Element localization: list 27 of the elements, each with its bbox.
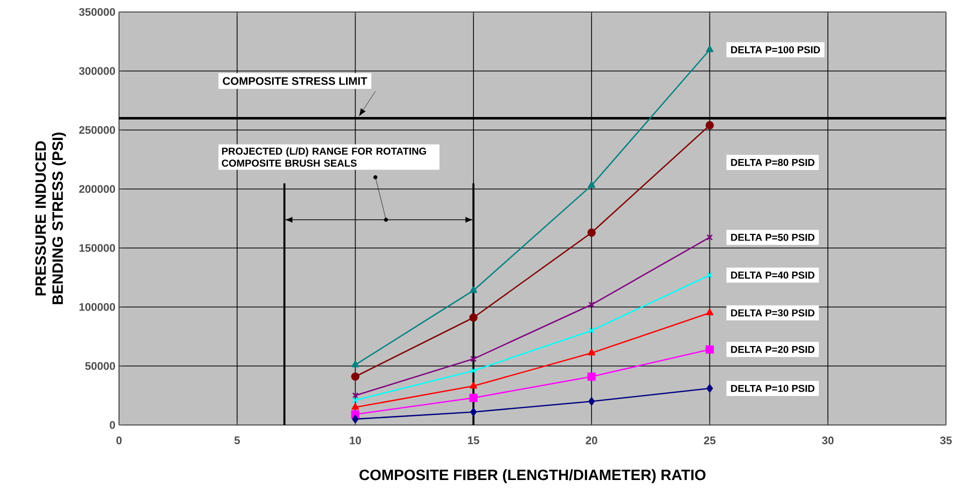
ref-line-label: COMPOSITE STRESS LIMIT — [222, 77, 368, 85]
x-tick-label: 5 — [234, 436, 240, 444]
y-tick-label: 350000 — [79, 8, 116, 16]
y-tick-label: 150000 — [79, 244, 116, 252]
y-tick-label: 100000 — [79, 303, 116, 311]
x-tick-label: 30 — [822, 436, 834, 444]
x-tick-label: 15 — [468, 436, 480, 444]
x-tick-label: 25 — [704, 436, 716, 444]
x-tick-label: 35 — [940, 436, 952, 444]
series-label: DELTA P=40 PSID — [731, 272, 814, 279]
x-tick-label: 20 — [586, 436, 598, 444]
annotation: PROJECTED (L/D) RANGE FOR ROTATING COMPOSITE BRUSH SEALS — [222, 147, 426, 167]
series-label: DELTA P=10 PSID — [731, 384, 814, 392]
x-tick-label: 0 — [116, 436, 122, 444]
x-tick-label: 10 — [350, 436, 361, 444]
y-tick-label: 200000 — [79, 185, 116, 193]
y-tick-label: 50000 — [85, 362, 116, 370]
text: DELTA P=80 PSID — [731, 158, 814, 166]
y-tick-label: 250000 — [79, 126, 116, 134]
y-tick-label: 0 — [110, 421, 116, 429]
series-label: DELTA P=50 PSID — [731, 234, 814, 241]
y-axis-title: PRESSURE INDUCED BENDING STRESS (PSI) — [35, 132, 66, 304]
y-tick-label: 300000 — [79, 67, 116, 75]
series-label: DELTA P=30 PSID — [731, 309, 814, 316]
series-label: DELTA P=100 PSID — [731, 46, 820, 54]
series-label: DELTA P=20 PSID — [731, 346, 814, 354]
x-axis-title: COMPOSITE FIBER (LENGTH/DIAMETER) RATIO — [360, 469, 706, 484]
